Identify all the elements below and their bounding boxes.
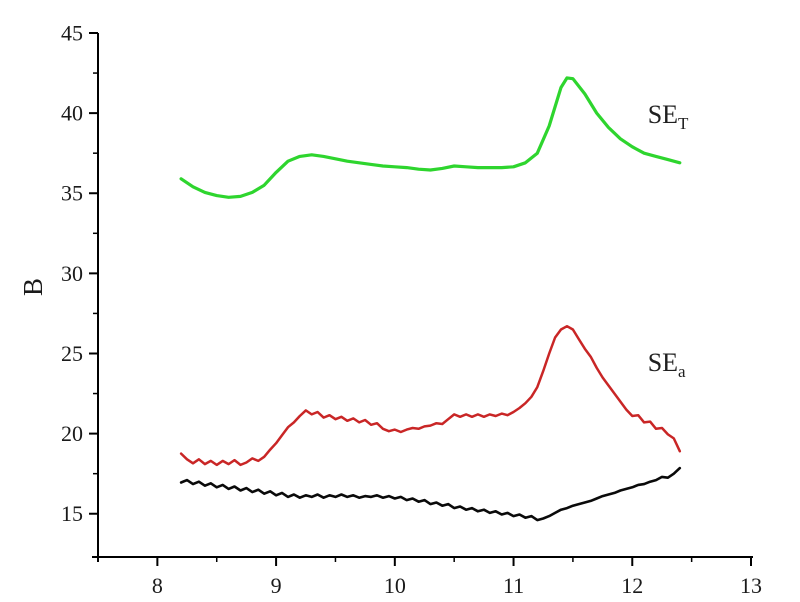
curve-label-text: SE [647,347,679,377]
series-line-baseline [179,466,682,522]
x-tick-label: 13 [740,573,762,598]
series-line-SE_a [179,324,682,467]
y-tick-label: 35 [61,181,83,206]
y-tick-label: 15 [61,501,83,526]
x-tick-label: 11 [503,573,524,598]
curve-label-subscript: a [678,362,686,382]
curve-label-set: SET [647,99,689,133]
y-tick-label: 20 [61,421,83,446]
y-axis-title: B [18,277,49,297]
curve-label-text: SE [647,99,679,129]
x-tick-label: 10 [384,573,406,598]
series-line-SE_T [179,76,682,199]
y-tick-label: 45 [61,21,83,46]
y-tick-label: 25 [61,341,83,366]
x-tick-label: 9 [271,573,282,598]
x-tick-label: 8 [152,573,163,598]
curve-label-sea: SEa [647,347,686,382]
x-tick-label: 12 [621,573,643,598]
curve-label-subscript: T [678,113,689,133]
y-tick-label: 30 [61,261,83,286]
y-tick-label: 40 [61,101,83,126]
